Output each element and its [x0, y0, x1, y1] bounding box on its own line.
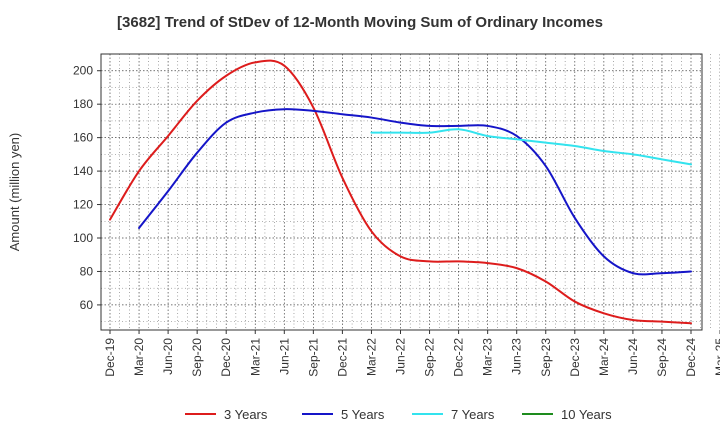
legend-label-7-years: 7 Years: [451, 407, 495, 422]
x-tick-label: Mar-24: [597, 338, 611, 376]
legend: 3 Years 5 Years 7 Years 10 Years: [185, 407, 612, 422]
x-tick-label: Mar-23: [481, 338, 495, 376]
series-lines: [109, 59, 692, 325]
x-tick-label: Sep-22: [423, 338, 437, 377]
y-tick-label: 160: [73, 131, 93, 145]
x-tick-label: Jun-23: [510, 338, 524, 375]
legend-label-3-years: 3 Years: [224, 407, 268, 422]
legend-label-5-years: 5 Years: [341, 407, 385, 422]
plot-background: [101, 54, 702, 330]
x-tick-label: Jun-20: [161, 338, 175, 375]
y-tick-labels: 60 80 100 120 140 160 180 200: [73, 64, 101, 312]
y-axis-title: Amount (million yen): [7, 133, 22, 252]
x-tick-label: Dec-24: [684, 338, 698, 377]
x-tick-label: Mar-25: [713, 338, 720, 376]
x-tick-label: Dec-23: [568, 338, 582, 377]
x-tick-label: Dec-19: [103, 338, 117, 377]
x-tick-label: Dec-22: [452, 338, 466, 377]
y-tick-label: 180: [73, 97, 93, 111]
y-tick-label: 200: [73, 64, 93, 78]
series-line-7-years: [370, 128, 692, 166]
x-tick-labels: Dec-19 Mar-20 Jun-20 Sep-20 Dec-20 Mar-21 Jun-…: [103, 330, 720, 377]
x-tick-label: Sep-20: [190, 338, 204, 377]
y-tick-label: 60: [80, 298, 94, 312]
series-line-3-years: [109, 59, 692, 325]
y-tick-label: 120: [73, 198, 93, 212]
x-tick-label: Mar-21: [248, 338, 262, 376]
plot-border: [100, 53, 703, 331]
y-tick-label: 80: [80, 264, 94, 278]
y-tick-label: 140: [73, 164, 93, 178]
x-tick-label: Jun-22: [394, 338, 408, 375]
chart-title: [3682] Trend of StDev of 12-Month Moving…: [117, 14, 603, 31]
x-tick-label: Mar-20: [132, 338, 146, 376]
x-tick-label: Mar-22: [364, 338, 378, 376]
x-tick-label: Sep-23: [539, 338, 553, 377]
x-tick-label: Sep-24: [655, 338, 669, 377]
x-tick-label: Jun-24: [626, 338, 640, 375]
x-tick-label: Sep-21: [306, 338, 320, 377]
grid-lines: [101, 53, 720, 330]
x-tick-label: Dec-21: [335, 338, 349, 377]
series-line-5-years: [138, 108, 692, 276]
y-tick-label: 100: [73, 231, 93, 245]
x-tick-label: Dec-20: [219, 338, 233, 377]
legend-label-10-years: 10 Years: [561, 407, 612, 422]
x-tick-label: Jun-21: [277, 338, 291, 375]
